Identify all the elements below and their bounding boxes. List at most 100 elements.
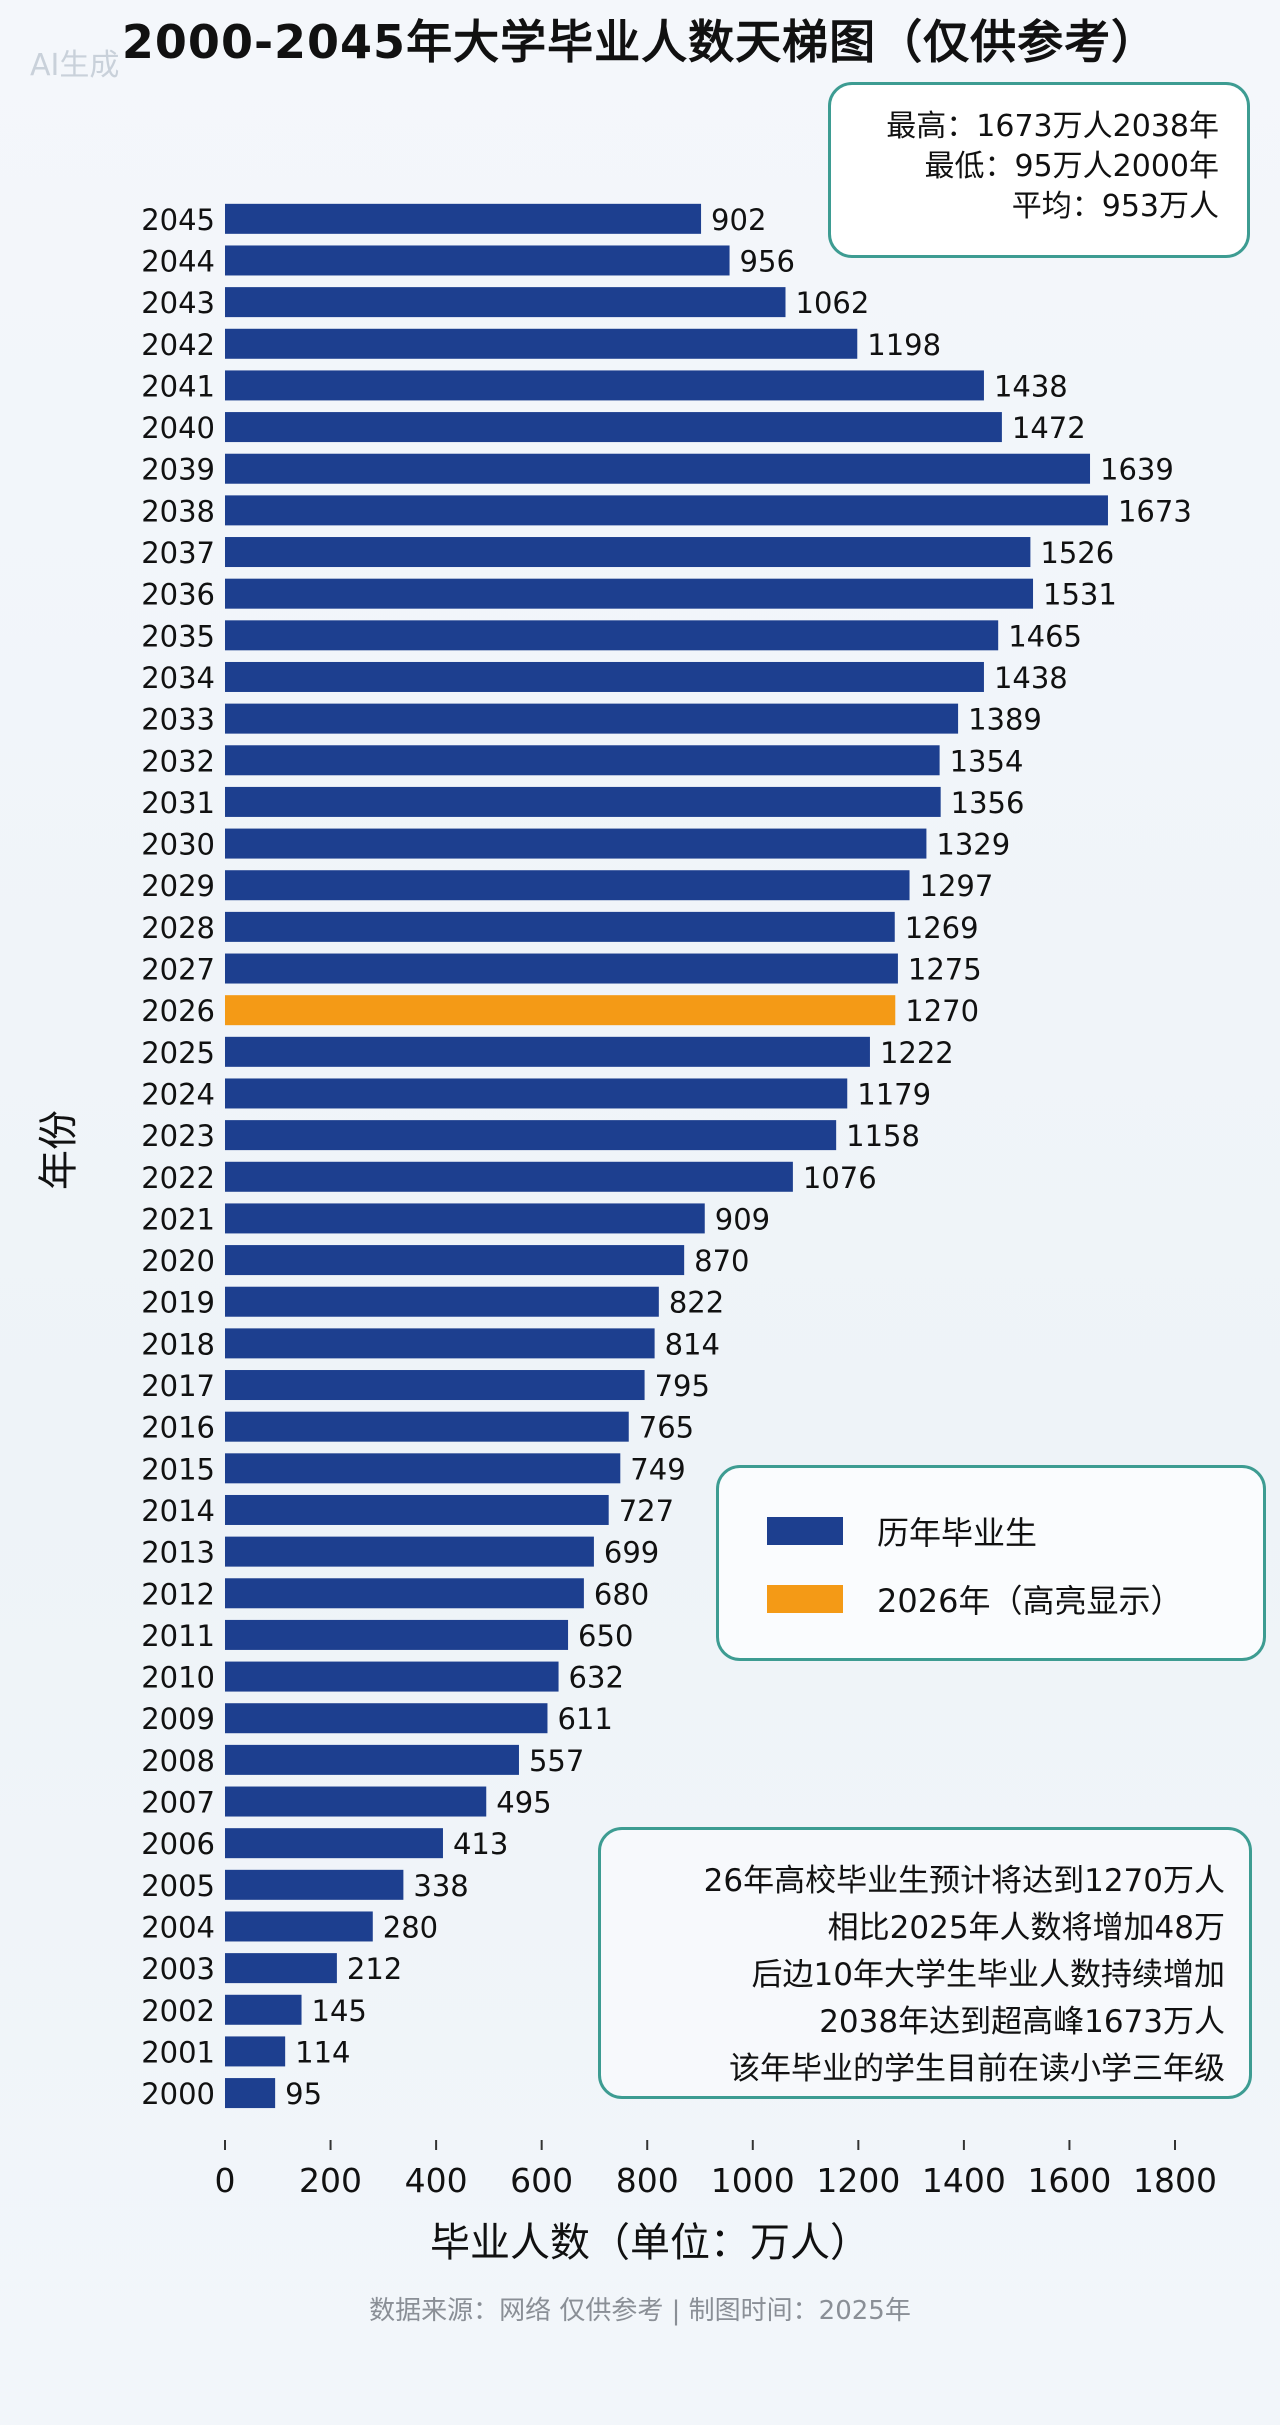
bar [225, 1411, 629, 1442]
data-label: 95 [285, 2077, 322, 2111]
data-label: 1356 [951, 786, 1025, 820]
y-tick-label: 2032 [141, 744, 215, 778]
data-label: 749 [630, 1452, 685, 1486]
y-tick-label: 2033 [141, 703, 215, 737]
data-label: 902 [711, 203, 766, 237]
bar [225, 1619, 569, 1650]
bar [225, 1161, 793, 1192]
y-tick-label: 2029 [141, 869, 215, 903]
data-label: 765 [639, 1411, 694, 1445]
y-tick-label: 2013 [141, 1536, 215, 1570]
bar [225, 2036, 286, 2067]
data-label: 1354 [950, 744, 1024, 778]
data-label: 1297 [920, 869, 994, 903]
y-tick-label: 2005 [141, 1869, 215, 1903]
bar [225, 370, 984, 401]
bar [225, 537, 1031, 568]
data-label: 114 [295, 2035, 350, 2069]
y-tick-label: 2044 [141, 244, 215, 278]
y-tick-label: 2010 [141, 1661, 215, 1695]
bar [225, 203, 702, 234]
y-tick-label: 2000 [141, 2077, 215, 2111]
data-label: 814 [665, 1327, 720, 1361]
annotation-line: 26年高校毕业生预计将达到1270万人 [703, 1863, 1225, 1899]
bar [225, 745, 940, 776]
bar [225, 1953, 337, 1984]
y-tick-label: 2027 [141, 953, 215, 987]
data-label: 1198 [867, 328, 941, 362]
legend-swatch-regular [767, 1517, 843, 1545]
y-tick-label: 2009 [141, 1702, 215, 1736]
data-label: 1673 [1118, 494, 1192, 528]
y-tick-label: 2030 [141, 828, 215, 862]
y-tick-label: 2020 [141, 1244, 215, 1278]
data-label: 212 [347, 1952, 402, 1986]
bar [225, 412, 1002, 443]
bar [225, 1286, 659, 1317]
bar [225, 1869, 404, 1900]
y-tick-label: 2018 [141, 1327, 215, 1361]
y-tick-label: 2021 [141, 1202, 215, 1236]
y-tick-label: 2025 [141, 1036, 215, 1070]
bar [225, 453, 1091, 484]
y-tick-label: 2022 [141, 1161, 215, 1195]
bar [225, 1036, 870, 1067]
y-tick-label: 2015 [141, 1452, 215, 1486]
bar [225, 953, 898, 984]
bar [225, 828, 927, 859]
bar [225, 620, 999, 651]
x-tick-label: 400 [405, 2161, 468, 2200]
data-label: 1389 [968, 703, 1042, 737]
legend-item-regular: 历年毕业生 [767, 1506, 1037, 1556]
y-tick-label: 2003 [141, 1952, 215, 1986]
y-tick-label: 2038 [141, 494, 215, 528]
y-tick-label: 2001 [141, 2035, 215, 2069]
bar [225, 2078, 276, 2109]
data-label: 495 [496, 1786, 551, 1820]
y-tick-label: 2012 [141, 1577, 215, 1611]
data-label: 145 [312, 1994, 367, 2028]
y-tick-label: 2045 [141, 203, 215, 237]
bar [225, 245, 730, 276]
data-label: 1179 [857, 1077, 931, 1111]
data-label: 1438 [994, 661, 1068, 695]
bar [225, 495, 1108, 526]
bar [225, 1453, 621, 1484]
annotation-line: 后边10年大学生毕业人数持续增加 [751, 1957, 1225, 1993]
bar [225, 328, 858, 359]
y-tick-label: 2034 [141, 661, 215, 695]
x-tick-label: 1200 [816, 2161, 900, 2200]
y-tick-label: 2036 [141, 578, 215, 612]
bar [225, 995, 896, 1026]
x-tick-label: 600 [510, 2161, 573, 2200]
bar [225, 1703, 548, 1734]
bar [225, 1661, 559, 1692]
y-tick-label: 2016 [141, 1411, 215, 1445]
data-label: 727 [619, 1494, 674, 1528]
y-tick-label: 2007 [141, 1786, 215, 1820]
bar [225, 870, 910, 901]
data-label: 1526 [1040, 536, 1114, 570]
x-tick-label: 1800 [1133, 2161, 1217, 2200]
y-tick-label: 2023 [141, 1119, 215, 1153]
bar [225, 661, 984, 692]
y-tick-label: 2026 [141, 994, 215, 1028]
data-label: 822 [669, 1286, 724, 1320]
data-label: 280 [383, 1910, 438, 1944]
x-tick-label: 0 [215, 2161, 236, 2200]
data-label: 1531 [1043, 578, 1117, 612]
data-label: 413 [453, 1827, 508, 1861]
y-axis-label: 年份 [36, 1110, 82, 1190]
stats-average: 平均：953万人 [1011, 189, 1219, 224]
bar [225, 1328, 655, 1359]
annotation-box: 26年高校毕业生预计将达到1270万人 相比2025年人数将增加48万 后边10… [598, 1827, 1252, 2099]
y-tick-label: 2002 [141, 1994, 215, 2028]
x-tick-label: 200 [299, 2161, 362, 2200]
data-label: 1329 [936, 828, 1010, 862]
y-tick-label: 2031 [141, 786, 215, 820]
bar [225, 1494, 609, 1525]
bar [225, 703, 959, 734]
bar [225, 1994, 302, 2025]
bar [225, 1370, 645, 1401]
legend-swatch-highlight [767, 1585, 843, 1613]
